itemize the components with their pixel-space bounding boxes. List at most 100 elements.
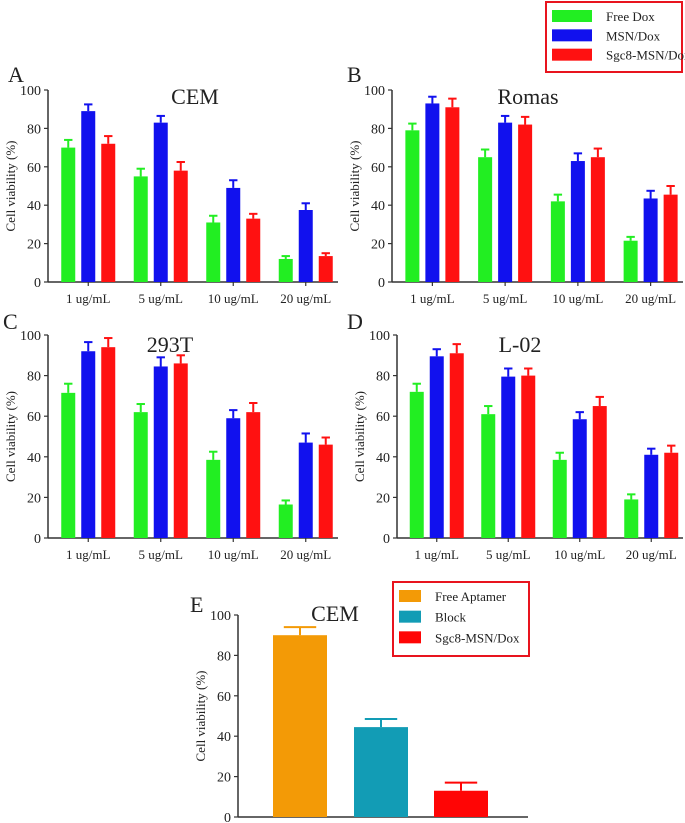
y-tick-label: 100 bbox=[20, 84, 41, 99]
y-tick-label: 0 bbox=[378, 276, 385, 291]
y-tick-label: 100 bbox=[210, 609, 231, 624]
bar bbox=[173, 363, 188, 538]
y-tick-label: 100 bbox=[20, 329, 41, 344]
bar bbox=[318, 256, 333, 282]
y-tick-label: 60 bbox=[371, 161, 385, 176]
x-tick-label: 20 ug/mL bbox=[626, 547, 677, 562]
x-tick-label: 5 ug/mL bbox=[139, 291, 183, 306]
bar bbox=[246, 218, 261, 282]
y-tick-label: 80 bbox=[217, 649, 231, 664]
bar bbox=[572, 419, 587, 538]
bar bbox=[623, 240, 638, 282]
y-axis-label: Cell viability (%) bbox=[3, 141, 18, 232]
bar bbox=[81, 111, 96, 283]
x-tick-label: 1 ug/mL bbox=[410, 291, 454, 306]
x-tick-label: 20 ug/mL bbox=[625, 291, 676, 306]
panel-e: E CEM Cell viability (%) 0 20 40 60 80 100 bbox=[190, 592, 528, 823]
x-tick-label: 10 ug/mL bbox=[208, 547, 259, 562]
legend-label: Block bbox=[435, 610, 467, 625]
panel-label: B bbox=[347, 62, 362, 87]
x-tick-label: 5 ug/mL bbox=[483, 291, 527, 306]
y-tick-label: 20 bbox=[371, 238, 385, 253]
bar bbox=[278, 258, 293, 282]
y-tick-label: 0 bbox=[34, 276, 41, 291]
bar bbox=[278, 504, 293, 538]
y-tick-label: 80 bbox=[376, 370, 390, 385]
bar bbox=[498, 122, 513, 282]
legend-item: Free Dox bbox=[552, 9, 655, 24]
bar bbox=[644, 454, 659, 538]
y-tick-label: 40 bbox=[27, 199, 41, 214]
y-axis-label: Cell viability (%) bbox=[347, 141, 362, 232]
bar bbox=[61, 147, 76, 282]
y-tick-label: 20 bbox=[27, 238, 41, 253]
panel-d: D L-02 Cell viability (%) 0 20 40 60 80 100 1 ug/… bbox=[347, 309, 683, 562]
bar bbox=[81, 351, 96, 538]
bar bbox=[481, 414, 496, 538]
panel-label: D bbox=[347, 309, 363, 334]
y-tick-label: 60 bbox=[27, 161, 41, 176]
bar bbox=[298, 442, 313, 538]
x-tick-label: 1 ug/mL bbox=[66, 547, 110, 562]
panel-label: E bbox=[190, 592, 203, 617]
legend-item: Block bbox=[399, 610, 467, 625]
legend-swatch bbox=[552, 10, 592, 22]
bar bbox=[61, 392, 76, 538]
y-tick-label: 40 bbox=[371, 199, 385, 214]
bar bbox=[354, 727, 408, 817]
y-axis-label: Cell viability (%) bbox=[3, 391, 18, 482]
bar bbox=[449, 353, 464, 538]
bar bbox=[153, 366, 168, 538]
bar bbox=[425, 103, 440, 282]
bar bbox=[521, 375, 536, 538]
y-tick-label: 40 bbox=[376, 451, 390, 466]
bar bbox=[298, 210, 313, 282]
bar bbox=[101, 347, 116, 538]
legend-label: Free Aptamer bbox=[435, 589, 507, 604]
y-tick-label: 60 bbox=[217, 690, 231, 705]
bar bbox=[429, 356, 444, 538]
bar bbox=[550, 201, 565, 282]
legend-swatch bbox=[399, 631, 421, 644]
panel-label: C bbox=[3, 309, 18, 334]
bar bbox=[318, 444, 333, 538]
bar bbox=[624, 499, 639, 538]
legend-label: Sgc8-MSN/Dox bbox=[606, 48, 685, 63]
legend-label: Free Dox bbox=[606, 9, 655, 24]
y-axis-label: Cell viability (%) bbox=[352, 391, 367, 482]
y-tick-label: 80 bbox=[371, 122, 385, 137]
legend-label: Sgc8-MSN/Dox bbox=[435, 630, 520, 645]
bar bbox=[501, 376, 516, 538]
bar bbox=[206, 222, 221, 282]
y-tick-label: 40 bbox=[217, 730, 231, 745]
legend-swatch bbox=[399, 590, 421, 602]
bar bbox=[663, 194, 678, 282]
bar bbox=[273, 635, 327, 817]
bar bbox=[173, 170, 188, 282]
bar bbox=[643, 198, 658, 282]
bar bbox=[434, 790, 488, 817]
bar bbox=[153, 122, 168, 282]
y-tick-label: 0 bbox=[34, 532, 41, 547]
bar bbox=[246, 412, 261, 538]
bar bbox=[133, 412, 148, 538]
bar bbox=[445, 107, 460, 282]
x-tick-label: 1 ug/mL bbox=[415, 547, 459, 562]
chart-title: L-02 bbox=[499, 332, 542, 357]
bar bbox=[552, 459, 567, 538]
bar bbox=[405, 130, 420, 282]
legend-item: Free Aptamer bbox=[399, 589, 507, 604]
bar bbox=[206, 459, 221, 538]
y-tick-label: 20 bbox=[27, 491, 41, 506]
bar bbox=[226, 418, 241, 538]
legend-swatch bbox=[552, 29, 592, 42]
x-tick-label: 10 ug/mL bbox=[554, 547, 605, 562]
y-tick-label: 100 bbox=[364, 84, 385, 99]
legend-item: MSN/Dox bbox=[552, 28, 661, 43]
x-tick-label: 10 ug/mL bbox=[552, 291, 603, 306]
legend-label: MSN/Dox bbox=[606, 28, 661, 43]
chart-title: 293T bbox=[147, 332, 194, 357]
y-tick-label: 80 bbox=[27, 122, 41, 137]
panel-label: A bbox=[8, 62, 24, 87]
panel-a: A CEM Cell viability (%) 0 20 40 60 80 100 1 ug/m… bbox=[3, 62, 338, 306]
